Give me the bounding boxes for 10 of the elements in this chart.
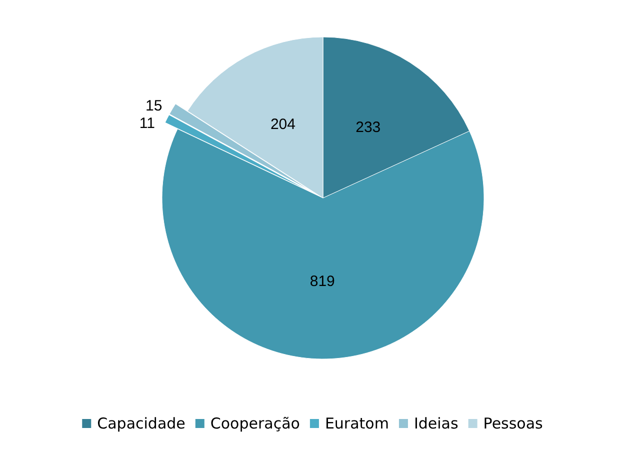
data-label: 819 — [310, 273, 335, 290]
legend-label: Pessoas — [483, 414, 544, 432]
data-label: 11 — [139, 115, 155, 132]
data-label: 233 — [356, 119, 381, 136]
legend-label: Cooperação — [210, 414, 300, 432]
data-label: 15 — [146, 97, 162, 114]
data-label: 204 — [270, 116, 296, 134]
legend-label: Ideias — [414, 414, 458, 432]
legend-label: Capacidade — [97, 414, 186, 432]
legend-label: Euratom — [324, 414, 389, 432]
